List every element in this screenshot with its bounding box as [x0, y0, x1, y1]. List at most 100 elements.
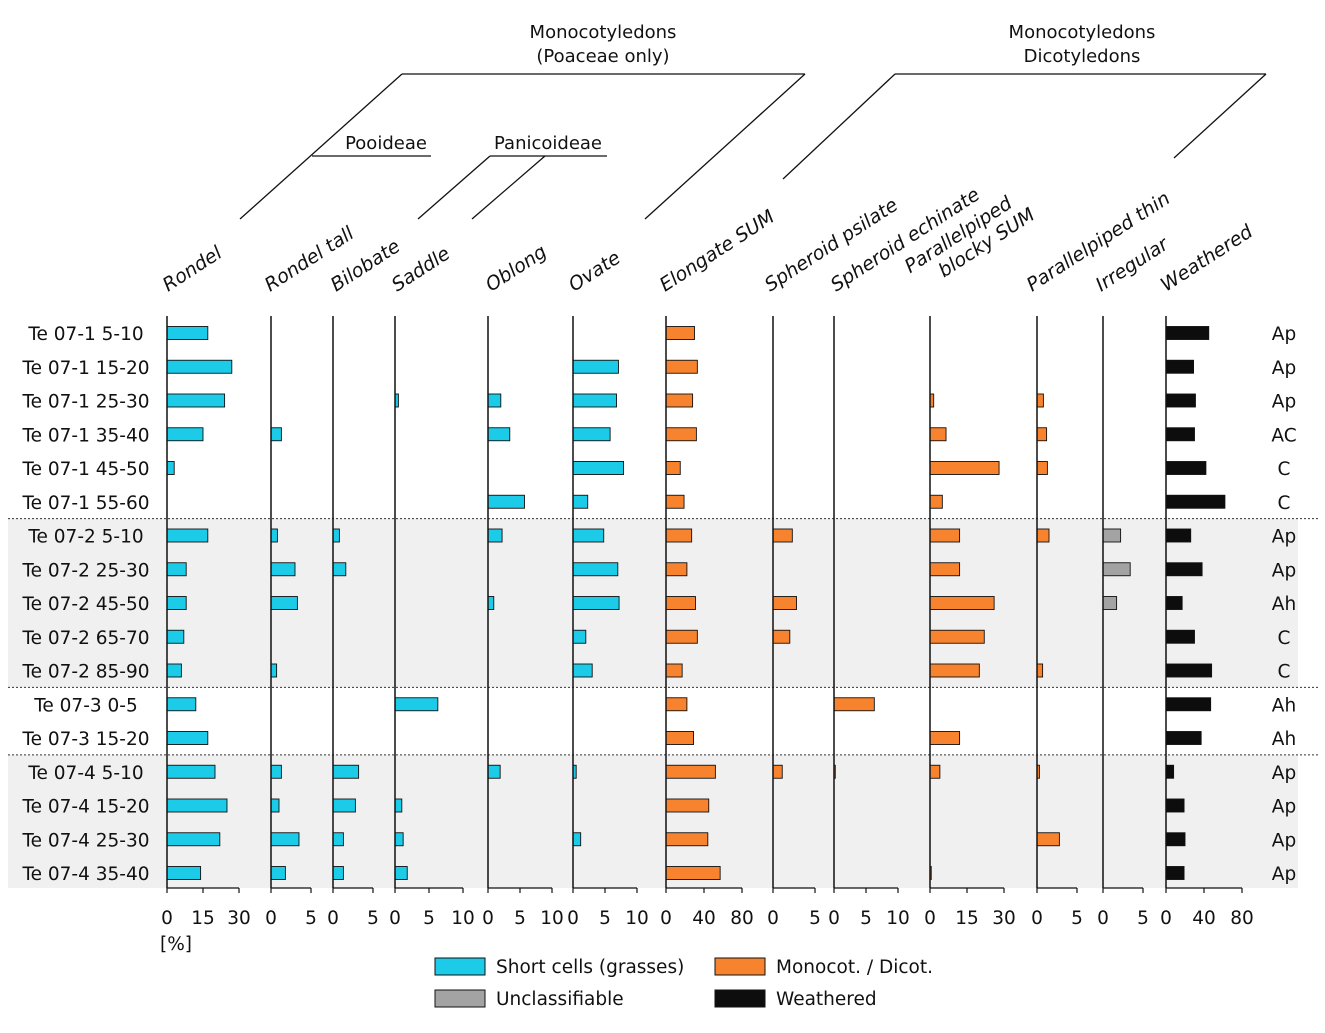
tick-label: 10: [886, 908, 910, 929]
bar-oblong: [487, 528, 503, 543]
bracket-panicoideae-right: [471, 155, 546, 220]
tick-label: 10: [625, 908, 649, 929]
sample-label: Te 07-3 0-5: [33, 695, 138, 716]
bar-parallelpiped-thin: [1036, 427, 1048, 442]
bar-rondel: [166, 596, 187, 610]
tick-label: 10: [451, 908, 475, 929]
tick-label: 5: [860, 908, 872, 929]
bar-irregular: [1102, 562, 1131, 577]
bar-parallelpiped-blocky-sum: [929, 494, 943, 509]
bar-weathered: [1165, 697, 1212, 712]
bar-oblong: [487, 427, 511, 442]
bar-parallelpiped-blocky-sum: [929, 663, 980, 678]
bracket-dicot-right: [1173, 73, 1267, 159]
group-label-pooideae: Pooideae: [345, 133, 427, 154]
tick-label: 5: [1071, 908, 1083, 929]
bar-rondel-tall: [270, 528, 278, 543]
bar-weathered: [1165, 866, 1185, 880]
tick-label: 15: [191, 908, 215, 929]
bar-elongate-sum: [665, 562, 688, 577]
legend-swatch: [714, 989, 766, 1008]
bar-weathered: [1165, 731, 1202, 745]
bar-elongate-sum: [665, 494, 685, 509]
group-label-panicoideae: Panicoideae: [494, 133, 602, 154]
bar-ovate: [572, 461, 625, 475]
bar-rondel-tall: [270, 596, 298, 610]
bar-parallelpiped-thin: [1036, 663, 1044, 678]
bar-oblong: [487, 596, 495, 610]
bar-rondel: [166, 663, 182, 678]
bar-irregular: [1102, 596, 1118, 610]
horizon-label: Ah: [1272, 729, 1296, 750]
bar-saddle: [394, 866, 408, 880]
bracket-dicot-left: [782, 73, 896, 180]
bar-weathered: [1165, 461, 1207, 475]
sample-label: Te 07-4 5-10: [27, 763, 143, 784]
bar-elongate-sum: [665, 326, 695, 340]
horizon-label: Ap: [1272, 797, 1296, 818]
horizon-label: Ap: [1272, 864, 1296, 885]
bar-weathered: [1165, 629, 1195, 644]
bar-elongate-sum: [665, 798, 710, 813]
bar-ovate: [572, 359, 619, 374]
bar-weathered: [1165, 764, 1175, 779]
bar-parallelpiped-blocky-sum: [929, 528, 961, 543]
tick-label: 0: [1031, 908, 1043, 929]
tick-label: 0: [1160, 908, 1172, 929]
tick-label: 5: [809, 908, 821, 929]
sample-label: Te 07-2 45-50: [21, 594, 149, 615]
bar-spheroid-psilate: [772, 596, 797, 610]
legend-label: Unclassifiable: [496, 989, 624, 1010]
legend-item-unclassifiable: Unclassifiable: [434, 989, 624, 1010]
tick-label: 5: [599, 908, 611, 929]
bar-spheroid-psilate: [772, 764, 783, 779]
bar-spheroid-psilate: [772, 629, 791, 644]
bar-parallelpiped-blocky-sum: [929, 596, 995, 610]
bar-bilobate: [332, 832, 344, 847]
bar-elongate-sum: [665, 427, 697, 442]
bar-rondel-tall: [270, 562, 296, 577]
tick-label: 5: [1137, 908, 1149, 929]
bar-weathered: [1165, 798, 1185, 813]
tick-label: 0: [482, 908, 494, 929]
tick-label: 0: [1097, 908, 1109, 929]
bar-parallelpiped-thin: [1036, 461, 1048, 475]
sample-label: Te 07-2 65-70: [21, 628, 149, 649]
legend-label: Weathered: [776, 989, 877, 1010]
group-bracket-lines: [239, 73, 1267, 220]
bar-ovate: [572, 427, 611, 442]
bracket-poaceae-right: [644, 73, 806, 220]
tick-label: 0: [265, 908, 277, 929]
bar-ovate: [572, 494, 589, 509]
horizon-label: C: [1278, 459, 1291, 480]
bar-parallelpiped-thin: [1036, 832, 1060, 847]
bar-bilobate: [332, 562, 347, 577]
bar-saddle: [394, 798, 403, 813]
bar-ovate: [572, 832, 582, 847]
bar-weathered: [1165, 663, 1213, 678]
bar-rondel: [166, 528, 209, 543]
bar-bilobate: [332, 798, 356, 813]
tick-label: 80: [1230, 908, 1254, 929]
sample-label: Te 07-1 25-30: [21, 392, 149, 413]
bar-rondel-tall: [270, 832, 300, 847]
group-label-monocot-dicot-1: Monocotyledons: [1009, 22, 1156, 43]
bracket-panicoideae-left: [417, 155, 491, 220]
bar-spheroid-echinate: [833, 697, 875, 712]
tick-label: 5: [423, 908, 435, 929]
tick-label: 40: [1192, 908, 1216, 929]
bar-ovate: [572, 393, 617, 408]
bar-weathered: [1165, 562, 1203, 577]
bar-rondel: [166, 866, 202, 880]
bar-rondel: [166, 832, 221, 847]
bar-elongate-sum: [665, 832, 709, 847]
bar-weathered: [1165, 494, 1226, 509]
sample-labels: Te 07-1 5-10 Te 07-1 15-20 Te 07-1 25-30 Te…: [21, 324, 149, 885]
horizon-label: Ap: [1272, 392, 1296, 413]
bar-rondel: [166, 629, 185, 644]
bar-bilobate: [332, 528, 340, 543]
sample-label: Te 07-3 15-20: [21, 729, 149, 750]
section-shading: [8, 518, 1298, 888]
horizon-label: C: [1278, 628, 1291, 649]
bar-parallelpiped-blocky-sum: [929, 629, 985, 644]
